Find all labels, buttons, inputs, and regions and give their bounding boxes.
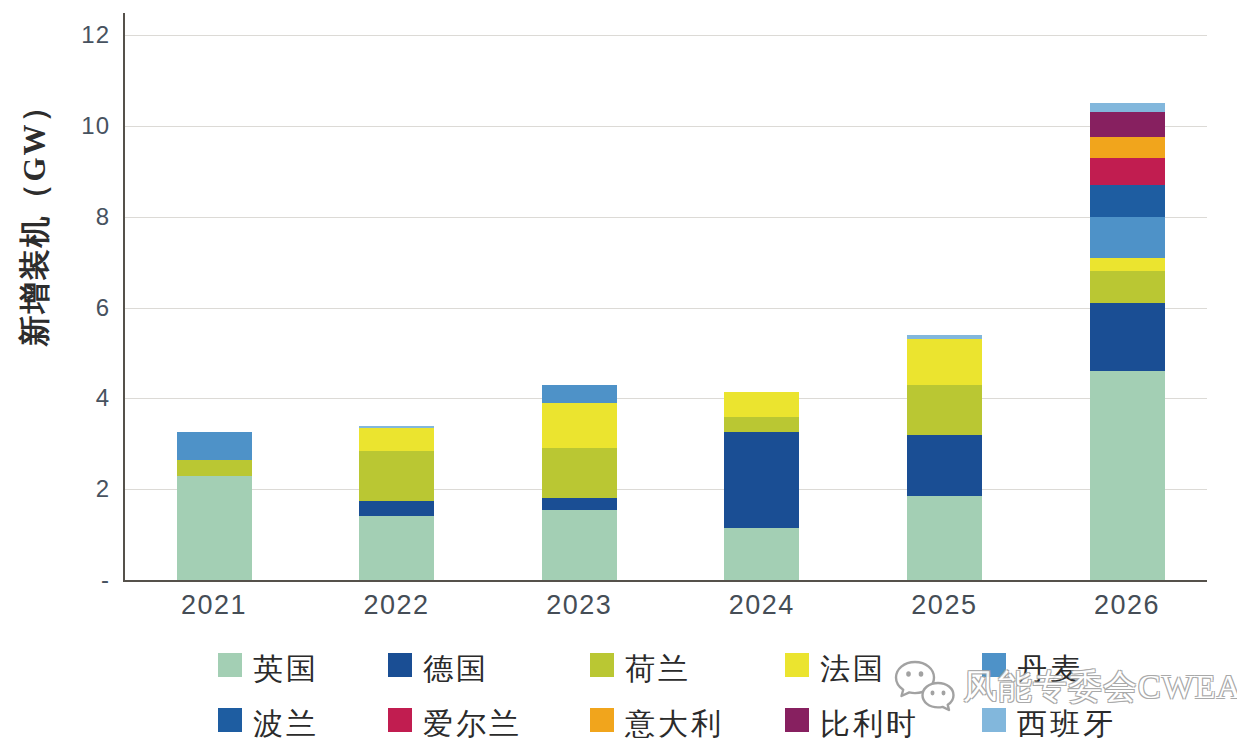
bar-segment-丹麦: [542, 385, 617, 403]
bar-segment-荷兰: [907, 385, 982, 435]
gridline: [125, 398, 1207, 399]
legend-label: 丹麦: [1017, 649, 1083, 690]
x-axis-line: [123, 580, 1207, 582]
legend-swatch: [218, 708, 242, 732]
bar-segment-比利时: [1090, 112, 1165, 137]
bar-segment-法国: [724, 392, 799, 417]
x-axis-label: 2026: [1067, 590, 1187, 621]
bar-segment-法国: [359, 428, 434, 451]
bar-segment-英国: [724, 528, 799, 580]
legend-label: 英国: [253, 649, 319, 690]
bar-segment-英国: [359, 516, 434, 580]
bar-segment-荷兰: [359, 451, 434, 501]
gridline: [125, 126, 1207, 127]
x-axis-label: 2024: [702, 590, 822, 621]
legend-item-法国: 法国: [785, 649, 886, 690]
y-tick-label: 2: [38, 477, 110, 501]
legend-item-意大利: 意大利: [590, 704, 724, 745]
x-axis-label: 2023: [519, 590, 639, 621]
legend-label: 波兰: [253, 704, 319, 745]
bar-segment-英国: [1090, 371, 1165, 580]
bar-segment-西班牙: [1090, 103, 1165, 112]
bar-segment-德国: [724, 432, 799, 527]
bar-segment-西班牙: [907, 335, 982, 340]
bar-segment-西班牙: [359, 426, 434, 428]
legend-label: 荷兰: [625, 649, 691, 690]
bar-segment-丹麦: [1090, 217, 1165, 258]
y-tick-label: 6: [38, 296, 110, 320]
legend-swatch: [982, 653, 1006, 677]
bar-segment-法国: [1090, 258, 1165, 272]
y-tick-label: 12: [38, 23, 110, 47]
legend-swatch: [982, 708, 1006, 732]
legend-item-爱尔兰: 爱尔兰: [388, 704, 522, 745]
legend-item-荷兰: 荷兰: [590, 649, 691, 690]
bar-segment-波兰: [1090, 185, 1165, 217]
bar-segment-爱尔兰: [1090, 158, 1165, 185]
offshore-wind-additions-chart: 新增装机（GW） -246810122021202220232024202520…: [0, 0, 1237, 746]
gridline: [125, 308, 1207, 309]
bar-segment-法国: [542, 403, 617, 448]
legend-item-英国: 英国: [218, 649, 319, 690]
bar-segment-荷兰: [177, 460, 252, 476]
legend-label: 德国: [423, 649, 489, 690]
bar-segment-荷兰: [542, 448, 617, 498]
x-axis-label: 2025: [884, 590, 1004, 621]
bar-segment-德国: [1090, 303, 1165, 371]
legend-swatch: [785, 708, 809, 732]
legend-item-德国: 德国: [388, 649, 489, 690]
bar-segment-德国: [907, 435, 982, 496]
legend-item-西班牙: 西班牙: [982, 704, 1116, 745]
bar-segment-德国: [542, 498, 617, 509]
gridline: [125, 35, 1207, 36]
legend-label: 比利时: [820, 704, 919, 745]
bar-segment-意大利: [1090, 137, 1165, 157]
legend-swatch: [590, 708, 614, 732]
legend-item-丹麦: 丹麦: [982, 649, 1083, 690]
y-tick-label: 4: [38, 386, 110, 410]
legend-label: 法国: [820, 649, 886, 690]
legend-swatch: [218, 653, 242, 677]
x-axis-label: 2021: [154, 590, 274, 621]
gridline: [125, 489, 1207, 490]
legend-label: 西班牙: [1017, 704, 1116, 745]
legend-swatch: [388, 708, 412, 732]
bar-segment-英国: [177, 476, 252, 580]
y-axis-line: [123, 13, 125, 582]
bar-segment-英国: [542, 510, 617, 580]
bar-segment-德国: [359, 501, 434, 517]
bar-segment-英国: [907, 496, 982, 580]
legend-label: 爱尔兰: [423, 704, 522, 745]
legend-swatch: [785, 653, 809, 677]
bar-segment-荷兰: [724, 417, 799, 433]
x-axis-label: 2022: [337, 590, 457, 621]
gridline: [125, 217, 1207, 218]
legend-item-比利时: 比利时: [785, 704, 919, 745]
legend-label: 意大利: [625, 704, 724, 745]
legend-swatch: [590, 653, 614, 677]
y-tick-label: 10: [38, 114, 110, 138]
y-tick-label: 8: [38, 205, 110, 229]
legend-item-波兰: 波兰: [218, 704, 319, 745]
bar-segment-丹麦: [177, 432, 252, 459]
bar-segment-法国: [907, 339, 982, 384]
bar-segment-荷兰: [1090, 271, 1165, 303]
legend-swatch: [388, 653, 412, 677]
y-tick-label: -: [38, 568, 110, 592]
